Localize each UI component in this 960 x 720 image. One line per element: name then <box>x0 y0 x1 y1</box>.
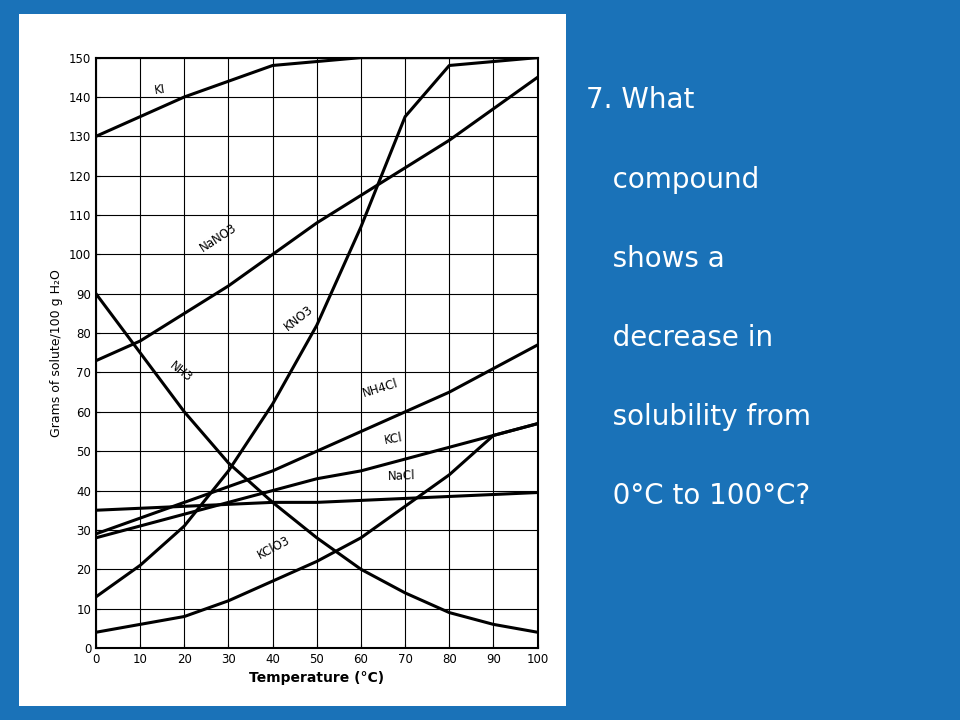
Text: KI: KI <box>154 83 166 97</box>
Text: NaCl: NaCl <box>388 469 416 482</box>
X-axis label: Temperature (°C): Temperature (°C) <box>250 672 384 685</box>
Text: 0°C to 100°C?: 0°C to 100°C? <box>586 482 810 510</box>
Text: NaNO3: NaNO3 <box>198 221 239 254</box>
Text: shows a: shows a <box>586 245 725 273</box>
Text: KCl: KCl <box>383 431 403 447</box>
Y-axis label: Grams of solute/100 g H₂O: Grams of solute/100 g H₂O <box>50 269 63 437</box>
Text: NH4Cl: NH4Cl <box>361 377 399 400</box>
Text: KClO3: KClO3 <box>255 534 292 562</box>
Text: decrease in: decrease in <box>586 324 773 352</box>
Text: KNO3: KNO3 <box>281 302 316 333</box>
Text: 7. What: 7. What <box>586 86 694 114</box>
Text: compound: compound <box>586 166 758 194</box>
Text: NH3: NH3 <box>167 359 194 384</box>
Text: solubility from: solubility from <box>586 403 810 431</box>
